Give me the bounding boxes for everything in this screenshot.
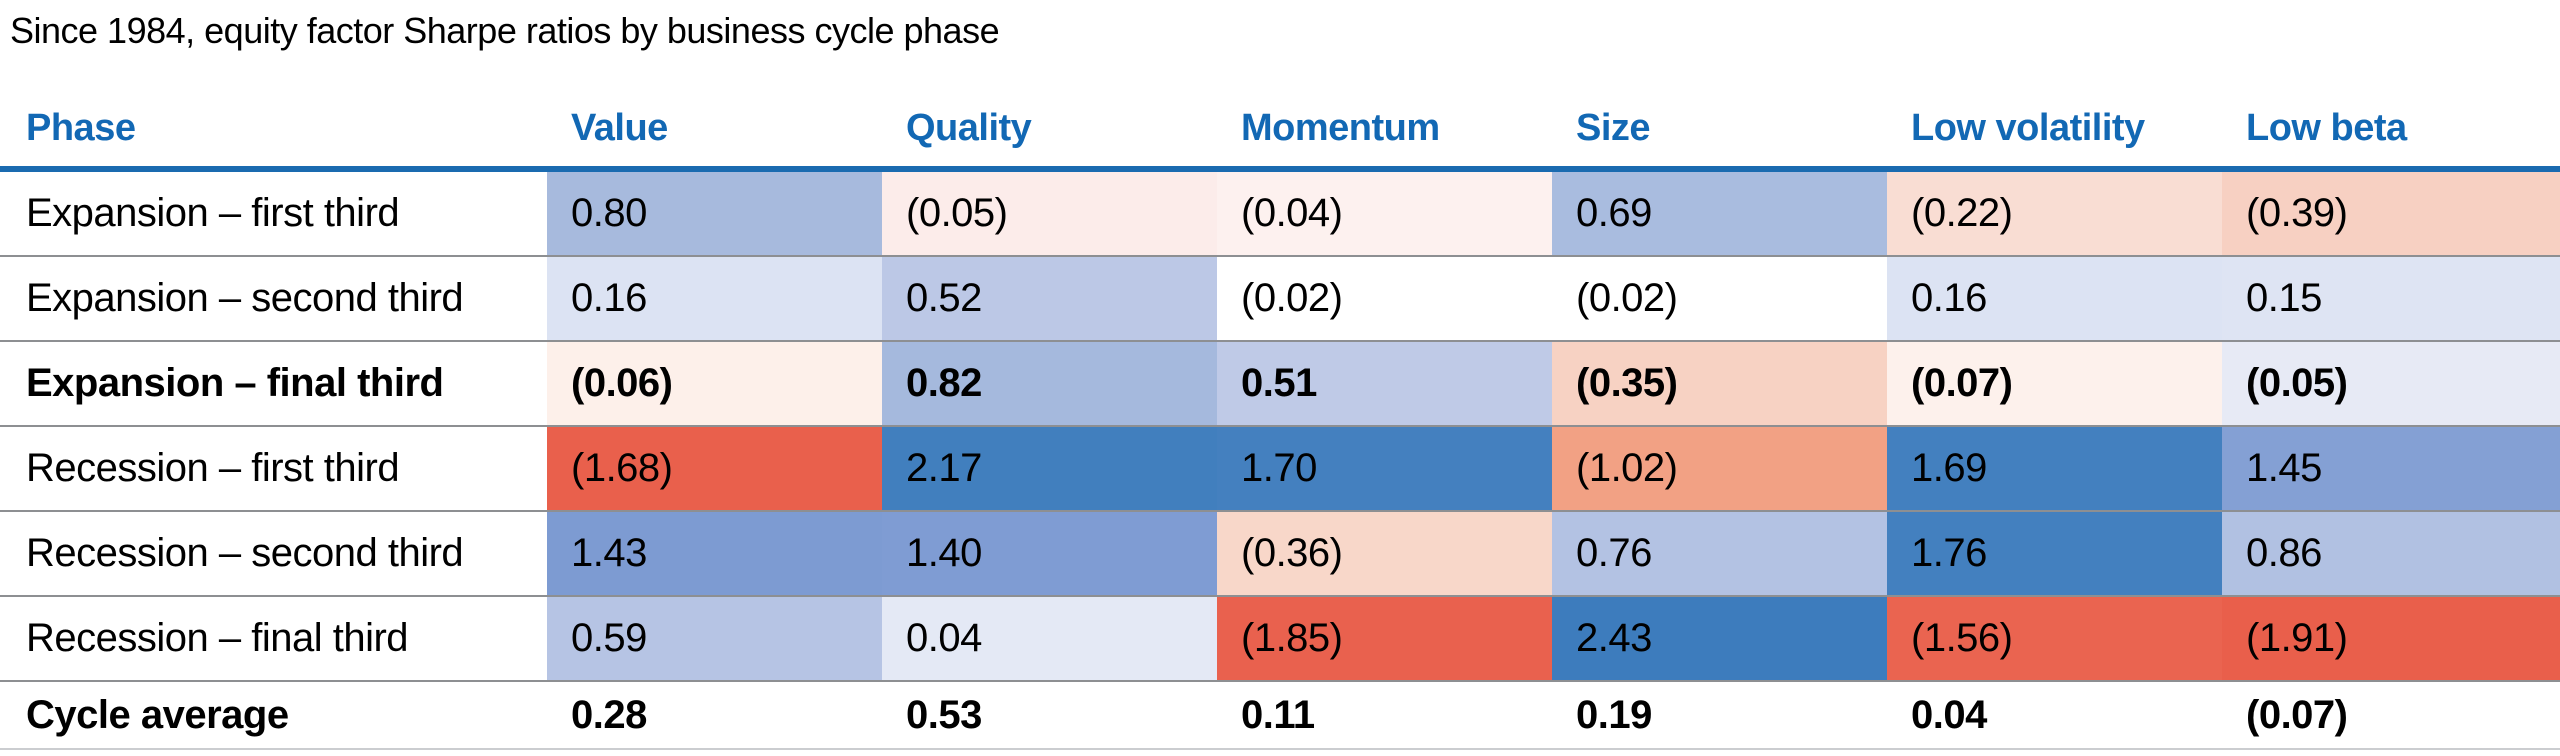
heatmap-cell-low-beta: (1.91) [2222, 597, 2560, 680]
heatmap-cell-quality: (0.05) [882, 172, 1217, 255]
heatmap-cell-value: 0.28 [571, 692, 647, 737]
heatmap-cell-size: (0.02) [1552, 257, 1887, 340]
table-header-row: Phase Value Quality Momentum Size Low volatil… [0, 52, 2560, 166]
heatmap-cell-size: (0.35) [1552, 342, 1887, 425]
heatmap-cell-quality: 1.40 [882, 512, 1217, 595]
heatmap-cell-low-beta: 0.15 [2222, 257, 2560, 340]
header-rule [0, 166, 2560, 172]
table-row-expansion-first-third: Expansion – first third 0.80 (0.05) (0.04) 0… [0, 172, 2560, 257]
row-label: Recession – final third [26, 616, 409, 660]
column-header-value: Value [571, 107, 668, 149]
heatmap-cell-size: 0.76 [1552, 512, 1887, 595]
heatmap-cell-low-volatility: (0.07) [1887, 342, 2222, 425]
heatmap-cell-size: 0.19 [1576, 692, 1652, 737]
heatmap-cell-momentum: 1.70 [1217, 427, 1552, 510]
heatmap-cell-size: (1.02) [1552, 427, 1887, 510]
heatmap-cell-low-volatility: (1.56) [1887, 597, 2222, 680]
column-header-low-beta: Low beta [2246, 107, 2407, 149]
row-label: Recession – first third [26, 446, 400, 490]
table-row-recession-first-third: Recession – first third (1.68) 2.17 1.70 (1.… [0, 427, 2560, 512]
heatmap-cell-low-volatility: (0.22) [1887, 172, 2222, 255]
column-header-low-volatility: Low volatility [1911, 107, 2145, 149]
heatmap-cell-low-beta: (0.39) [2222, 172, 2560, 255]
heatmap-cell-quality: 0.52 [882, 257, 1217, 340]
column-header-phase: Phase [26, 107, 136, 149]
row-label: Cycle average [26, 692, 289, 737]
heatmap-cell-value: 1.43 [547, 512, 882, 595]
table-row-recession-final-third: Recession – final third 0.59 0.04 (1.85) 2.4… [0, 597, 2560, 682]
heatmap-cell-low-beta: (0.07) [2246, 692, 2348, 737]
heatmap-cell-momentum: (0.36) [1217, 512, 1552, 595]
column-header-momentum: Momentum [1241, 107, 1440, 149]
column-header-size: Size [1576, 107, 1651, 149]
heatmap-cell-low-beta: (0.05) [2222, 342, 2560, 425]
heatmap-cell-value: 0.16 [547, 257, 882, 340]
heatmap-cell-low-beta: 1.45 [2222, 427, 2560, 510]
heatmap-cell-size: 2.43 [1552, 597, 1887, 680]
heatmap-cell-momentum: 0.11 [1241, 692, 1315, 737]
heatmap-cell-value: (0.06) [547, 342, 882, 425]
table-row-cycle-average: Cycle average 0.28 0.53 0.11 0.19 0.04 (0.07) [0, 682, 2560, 750]
table-row-recession-second-third: Recession – second third 1.43 1.40 (0.36) 0.… [0, 512, 2560, 597]
heatmap-cell-momentum: (1.85) [1217, 597, 1552, 680]
table-row-expansion-final-third: Expansion – final third (0.06) 0.82 0.51 (0.… [0, 342, 2560, 427]
heatmap-cell-momentum: (0.02) [1217, 257, 1552, 340]
heatmap-cell-quality: 0.04 [882, 597, 1217, 680]
heatmap-cell-value: (1.68) [547, 427, 882, 510]
heatmap-cell-quality: 0.82 [882, 342, 1217, 425]
heatmap-cell-value: 0.80 [547, 172, 882, 255]
heatmap-cell-quality: 2.17 [882, 427, 1217, 510]
row-label: Expansion – first third [26, 191, 400, 235]
heatmap-cell-low-volatility: 1.76 [1887, 512, 2222, 595]
heatmap-cell-low-volatility: 0.04 [1911, 692, 1987, 737]
heatmap-cell-value: 0.59 [547, 597, 882, 680]
heatmap-cell-momentum: 0.51 [1217, 342, 1552, 425]
column-header-quality: Quality [906, 107, 1032, 149]
heatmap-cell-size: 0.69 [1552, 172, 1887, 255]
sharpe-ratio-table: Phase Value Quality Momentum Size Low volatil… [0, 52, 2560, 750]
heatmap-cell-low-volatility: 1.69 [1887, 427, 2222, 510]
page-title: Since 1984, equity factor Sharpe ratios … [10, 10, 1000, 51]
heatmap-cell-low-volatility: 0.16 [1887, 257, 2222, 340]
heatmap-cell-quality: 0.53 [906, 692, 982, 737]
row-label: Expansion – second third [26, 276, 464, 320]
table-body: Expansion – first third 0.80 (0.05) (0.04) 0… [0, 172, 2560, 750]
row-label: Recession – second third [26, 531, 464, 575]
table-row-expansion-second-third: Expansion – second third 0.16 0.52 (0.02) (0… [0, 257, 2560, 342]
row-label: Expansion – final third [26, 361, 444, 405]
heatmap-cell-momentum: (0.04) [1217, 172, 1552, 255]
heatmap-cell-low-beta: 0.86 [2222, 512, 2560, 595]
